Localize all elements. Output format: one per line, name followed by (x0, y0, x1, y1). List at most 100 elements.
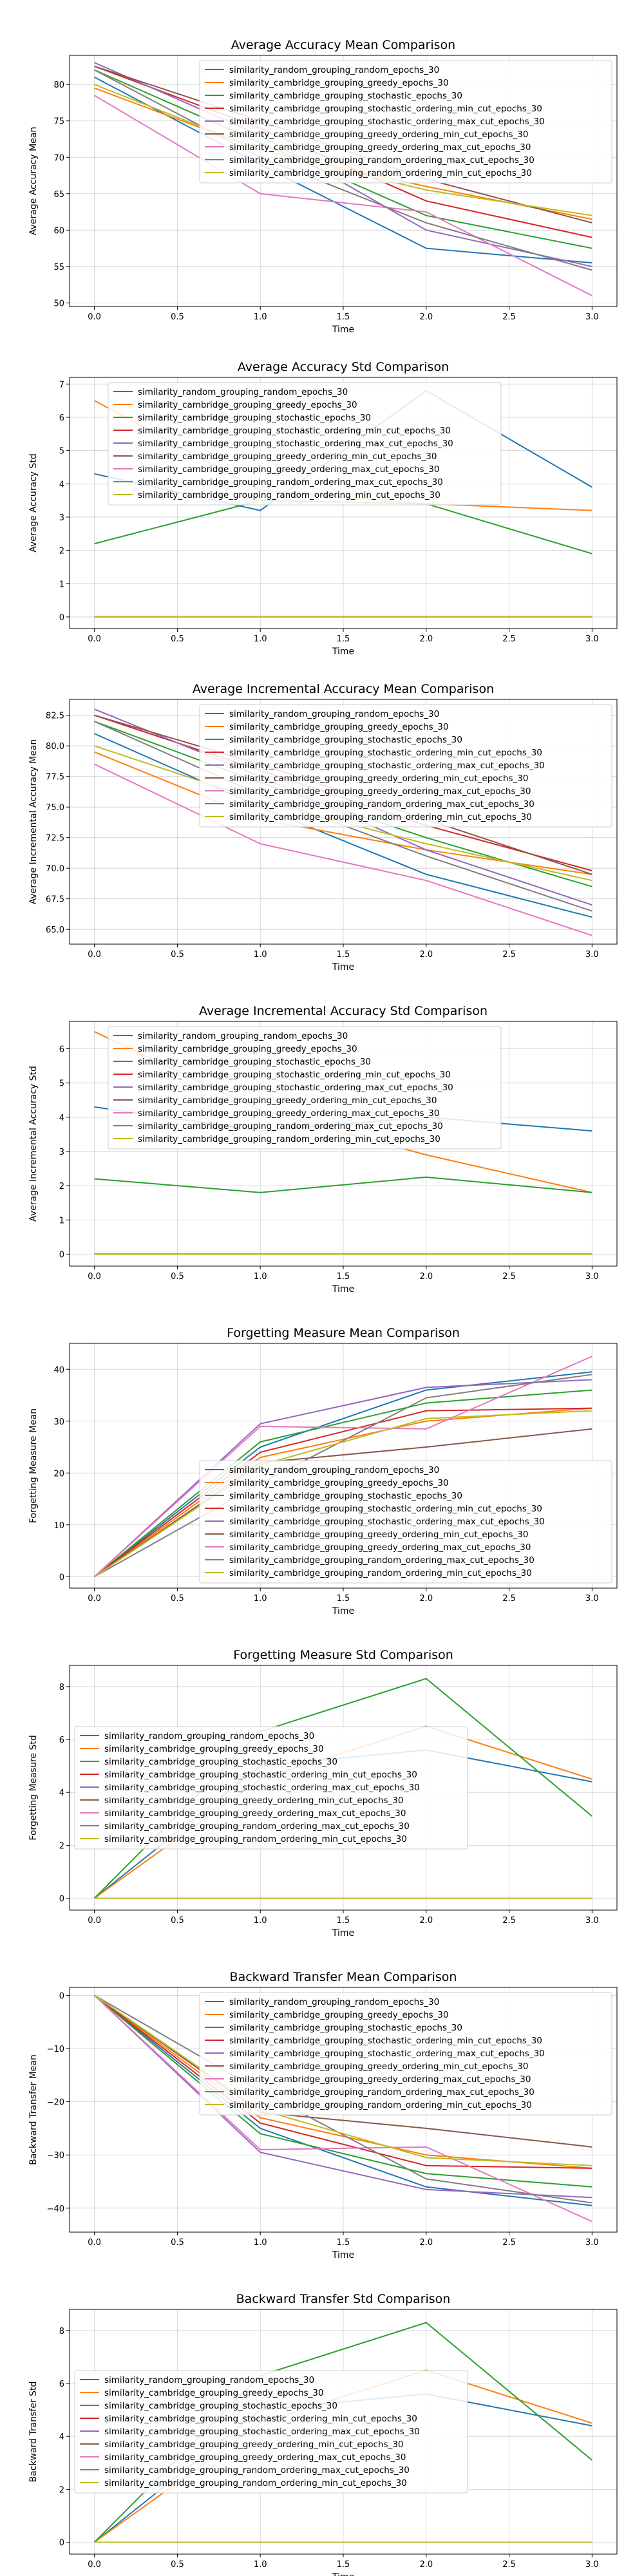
chart-panel-1: Average Accuracy Mean Comparison 0.0 0.5 1.… (28, 38, 618, 335)
y-tick-label: 70.0 (46, 864, 64, 874)
legend-entry: similarity_cambridge_grouping_stochastic… (229, 1517, 545, 1527)
x-tick-label: 1.0 (254, 2560, 267, 2570)
y-tick-label: 0 (59, 2539, 64, 2548)
x-tick-label: 1.0 (254, 634, 267, 644)
series-line-6 (94, 1428, 592, 1578)
legend-entry: similarity_cambridge_grouping_stochastic… (229, 1504, 542, 1514)
y-tick-label: −40 (47, 2204, 64, 2214)
legend-box (74, 2370, 468, 2494)
legend-entry: similarity_cambridge_grouping_stochastic… (229, 735, 462, 745)
legend-entry: similarity_cambridge_grouping_random_ord… (138, 477, 443, 488)
x-tick-label: 2.5 (502, 1272, 516, 1282)
legend-entry: similarity_cambridge_grouping_stochastic… (138, 413, 371, 423)
y-tick-label: 8 (59, 2327, 64, 2336)
y-tick-label: 65.0 (46, 925, 64, 935)
series-line-6 (94, 1994, 592, 2148)
x-tick-label: 2.0 (419, 1272, 433, 1282)
chart-panel-8: Backward Transfer Std Comparison 0.0 0.5 1.… (28, 2292, 618, 2576)
series-line-1 (94, 77, 592, 264)
y-tick-label: 2 (59, 1182, 64, 1191)
y-tick-label: 0 (59, 1895, 64, 1904)
x-tick-label: 3.0 (585, 1272, 599, 1282)
series-line-7 (94, 95, 592, 296)
x-tick-label: 1.0 (254, 1272, 267, 1282)
x-axis-label: Time (332, 1284, 354, 1294)
chart-panel-2: Average Accuracy Std Comparison 0.0 0.5 1.0… (28, 360, 618, 657)
legend-entry: similarity_random_grouping_random_epochs… (138, 1031, 348, 1041)
legend-entry: similarity_cambridge_grouping_greedy_epo… (104, 2388, 324, 2398)
chart-panel-6: Forgetting Measure Std Comparison 0.0 0.5 1… (28, 1648, 618, 1938)
legend-entry: similarity_cambridge_grouping_stochastic… (229, 117, 545, 127)
legend-entry: similarity_cambridge_grouping_random_ord… (229, 2087, 535, 2098)
series-line-4 (94, 1994, 592, 2169)
x-tick-label: 2.0 (419, 2238, 433, 2248)
y-tick-label: 50 (53, 299, 64, 308)
y-tick-label: 77.5 (46, 773, 64, 782)
legend-box (199, 1460, 612, 1584)
x-tick-label: 3.0 (585, 1594, 599, 1604)
legend: similarity_random_grouping_random_epochs… (74, 1726, 468, 1850)
legend-entry: similarity_random_grouping_random_epochs… (229, 709, 439, 719)
legend-entry: similarity_cambridge_grouping_random_ord… (104, 2478, 407, 2488)
plot-frame (69, 55, 618, 307)
x-tick-label: 2.5 (502, 950, 516, 960)
legend-entry: similarity_cambridge_grouping_stochastic… (138, 426, 451, 436)
legend-entry: similarity_random_grouping_random_epochs… (104, 2375, 314, 2385)
legend-entry: similarity_cambridge_grouping_greedy_epo… (229, 2010, 449, 2020)
x-axis-label: Time (332, 647, 354, 657)
series-line-1 (94, 1994, 592, 2206)
y-tick-label: 4 (59, 480, 64, 489)
x-tick-label: 1.0 (254, 950, 267, 960)
y-tick-label: 80.0 (46, 742, 64, 752)
y-tick-label: 2 (59, 547, 64, 556)
legend-entry: similarity_cambridge_grouping_random_ord… (229, 155, 535, 166)
chart-title: Forgetting Measure Std Comparison (233, 1648, 453, 1662)
legend-entry: similarity_cambridge_grouping_stochastic… (104, 2414, 417, 2424)
x-tick-label: 0.0 (88, 1916, 101, 1926)
legend-entry: similarity_cambridge_grouping_stochastic… (138, 1057, 371, 1067)
legend-box (199, 60, 612, 184)
y-tick-label: 0 (59, 1250, 64, 1260)
series-line-3 (94, 1176, 592, 1193)
chart-panel-7: Backward Transfer Mean Comparison 0.0 0.5 1… (28, 1970, 618, 2260)
x-tick-label: 1.5 (337, 1916, 350, 1926)
y-tick-label: 8 (59, 1683, 64, 1692)
series-line-5 (93, 1994, 592, 2199)
y-tick-label: 6 (59, 1736, 64, 1745)
legend-box (108, 1026, 502, 1150)
plot-frame (69, 1021, 618, 1267)
x-tick-label: 0.0 (88, 950, 101, 960)
chart-panel-4: Average Incremental Accuracy Std Compari… (28, 1004, 618, 1294)
legend-entry: similarity_cambridge_grouping_stochastic… (229, 2036, 542, 2046)
x-tick-label: 2.0 (419, 312, 433, 322)
legend-entry: similarity_cambridge_grouping_random_ord… (104, 1821, 410, 1832)
x-tick-label: 3.0 (585, 950, 599, 960)
legend-entry: similarity_random_grouping_random_epochs… (104, 1731, 314, 1741)
y-tick-label: 20 (53, 1469, 64, 1479)
series-line-9 (94, 1994, 592, 2166)
plot-frame (69, 699, 618, 945)
y-tick-label: 1 (59, 1216, 64, 1226)
y-tick-label: 2 (59, 1841, 64, 1851)
legend-box (199, 704, 612, 828)
x-tick-label: 1.0 (254, 1916, 267, 1926)
y-tick-label: 10 (53, 1521, 64, 1531)
series-line-3 (93, 1994, 592, 2188)
legend-entry: similarity_cambridge_grouping_stochastic… (229, 761, 545, 771)
y-tick-label: 5 (59, 1079, 64, 1089)
legend-entry: similarity_cambridge_grouping_greedy_ord… (138, 1095, 437, 1106)
legend-entry: similarity_cambridge_grouping_stochastic… (229, 748, 542, 758)
series-line-8 (94, 1994, 592, 2204)
series-line-7 (94, 763, 592, 936)
legend: similarity_random_grouping_random_epochs… (108, 1026, 502, 1150)
legend-entry: similarity_cambridge_grouping_random_ord… (229, 168, 532, 178)
series-line-4 (94, 1407, 592, 1578)
legend-entry: similarity_cambridge_grouping_greedy_ord… (138, 451, 437, 462)
legend-entry: similarity_cambridge_grouping_greedy_ord… (229, 1530, 528, 1540)
chart-title: Backward Transfer Mean Comparison (230, 1970, 457, 1984)
legend-entry: similarity_cambridge_grouping_stochastic… (229, 1491, 462, 1501)
y-tick-label: −20 (47, 2098, 64, 2108)
x-tick-label: 0.5 (171, 312, 184, 322)
series-line-9 (94, 1410, 592, 1578)
x-tick-label: 0.5 (171, 1594, 184, 1604)
